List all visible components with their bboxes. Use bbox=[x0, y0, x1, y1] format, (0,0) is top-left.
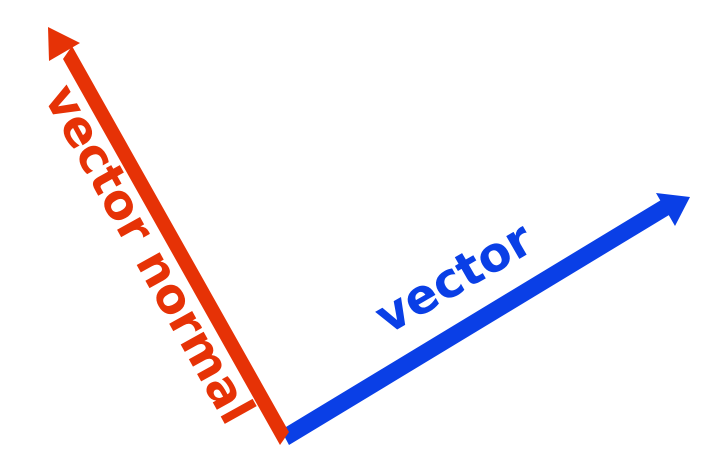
normal-arrow-shaft bbox=[63, 46, 289, 445]
vector-arrow-shaft bbox=[281, 197, 674, 445]
vector-label: vector bbox=[366, 211, 543, 346]
normal-arrow bbox=[48, 27, 289, 445]
normal-arrow-head bbox=[48, 27, 80, 61]
vector-arrow bbox=[281, 193, 690, 445]
vector-arrow-head bbox=[656, 193, 690, 226]
normal-label: vector normal bbox=[33, 75, 265, 433]
